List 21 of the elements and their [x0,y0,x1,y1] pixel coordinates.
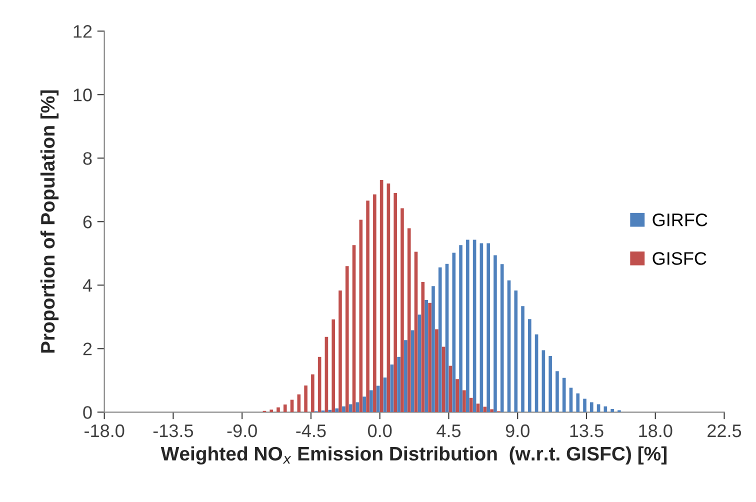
legend-label: GIRFC [652,213,708,226]
legend-label: GISFC [652,252,706,265]
y-tick-label: 4 [82,279,92,292]
y-tick-label: 12 [74,25,92,38]
y-tick-label: 10 [74,88,92,102]
x-tick-label: 0.0 [368,424,392,438]
x-tick-label: -4.5 [296,424,326,438]
x-tick-label: 4.5 [436,424,461,438]
x-axis-title: Weighted NO$_{x}$ Emission Distribution (w.r.t. GISFC) [%] [160,446,666,465]
x-tick-label: -18.0 [84,424,124,438]
x-tick-label: 13.5 [570,424,604,438]
x-tick-label: 22.5 [708,424,742,438]
y-tick-label: 2 [83,342,92,356]
x-tick-label: -13.5 [153,424,194,438]
x-tick-label: 18.0 [639,424,672,438]
x-tick-label: 9.0 [506,424,530,438]
x-tick-label: -9.0 [227,424,257,438]
y-tick-label: 0 [83,406,92,419]
y-axis-title: Proportion of Population [%] [40,90,59,353]
y-tick-label: 6 [83,216,92,228]
y-tick-label: 8 [83,152,92,165]
